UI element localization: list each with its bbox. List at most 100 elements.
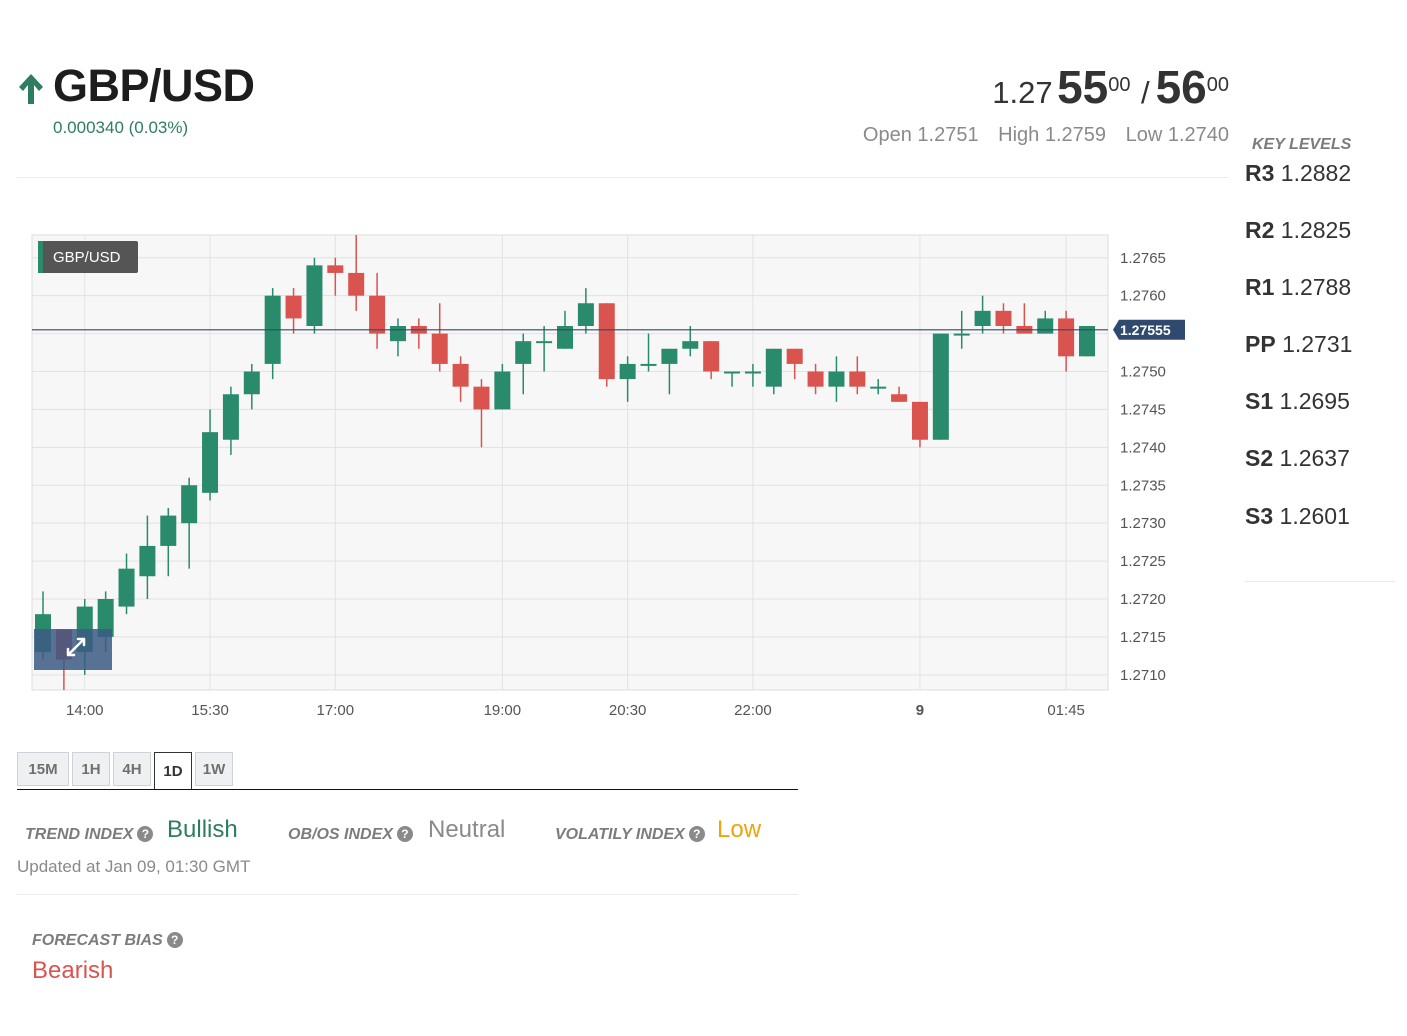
candle-body	[473, 386, 490, 410]
question-circle-icon[interactable]: ?	[688, 826, 705, 842]
candle-body	[452, 363, 469, 387]
candle	[598, 303, 615, 387]
candle-body	[661, 348, 678, 364]
key-level-value: 1.2882	[1274, 160, 1352, 186]
y-tick-label: 1.2745	[1120, 401, 1166, 418]
candle-body	[870, 386, 887, 389]
obos-index-value: Neutral	[428, 816, 506, 843]
current-price-label: 1.27555	[1120, 322, 1171, 338]
candle	[619, 356, 636, 402]
candle	[473, 379, 490, 448]
y-tick-label: 1.2715	[1120, 629, 1166, 646]
candle-body	[682, 341, 699, 349]
question-circle-icon[interactable]: ?	[137, 826, 154, 842]
y-tick-label: 1.2760	[1120, 288, 1166, 305]
candle-body	[765, 348, 782, 387]
tab-15m[interactable]: 15M	[17, 752, 69, 786]
ask-pips: 56	[1155, 61, 1207, 113]
trend-index-value: Bullish	[167, 816, 238, 843]
candle-body	[577, 303, 594, 326]
x-tick-label: 9	[916, 702, 924, 719]
candle-body	[974, 310, 991, 326]
ask-fraction: 00	[1206, 73, 1229, 96]
candle	[974, 295, 991, 334]
candle	[243, 363, 260, 410]
candle-body	[515, 341, 532, 364]
candle-body	[557, 326, 573, 349]
x-tick-label: 15:30	[191, 702, 229, 719]
candle-body	[327, 265, 344, 273]
plot-area	[31, 234, 1109, 691]
tab-1w[interactable]: 1W	[195, 752, 233, 786]
price-separator: /	[1140, 75, 1150, 110]
key-level-s1: S1 1.2695	[1245, 388, 1350, 415]
timeframe-tabs: 15M 1H 4H 1D 1W	[17, 752, 236, 790]
candle	[285, 288, 302, 334]
key-levels-title: KEY LEVELS	[1252, 136, 1352, 153]
x-tick-label: 01:45	[1047, 702, 1085, 719]
candlestick-chart[interactable]: 1.27651.27601.27551.27501.27451.27401.27…	[0, 225, 1200, 725]
key-level-label: R1	[1245, 274, 1275, 300]
candle-body	[1037, 318, 1054, 334]
candle-body	[285, 295, 302, 319]
candle	[306, 257, 323, 334]
key-level-label: R2	[1245, 217, 1275, 243]
candle-body	[369, 295, 386, 334]
question-circle-icon[interactable]: ?	[396, 826, 413, 842]
candle	[202, 409, 219, 501]
trend-index-label: TREND INDEX?	[25, 826, 154, 844]
candle-body	[1079, 326, 1095, 357]
candle	[703, 341, 720, 380]
key-level-value: 1.2731	[1275, 331, 1353, 357]
ohl-summary: Open 1.2751 High 1.2759 Low 1.2740	[849, 124, 1229, 147]
volatility-index-label: VOLATILY INDEX?	[555, 826, 705, 844]
legend-swatch	[38, 241, 43, 273]
bid-pips: 55	[1057, 61, 1109, 113]
timeframe-underline	[17, 789, 798, 790]
candle-body	[640, 363, 657, 366]
candle-body	[807, 371, 824, 387]
key-level-pp: PP 1.2731	[1245, 331, 1352, 358]
candle	[160, 508, 177, 577]
tab-1h[interactable]: 1H	[72, 752, 110, 786]
tab-4h[interactable]: 4H	[113, 752, 151, 786]
legend-label: GBP/USD	[53, 249, 121, 266]
candle-body	[97, 599, 114, 637]
key-levels-divider	[1245, 581, 1395, 582]
x-tick-label: 19:00	[484, 702, 522, 719]
candle-body	[598, 303, 615, 380]
expand-arrows-icon[interactable]	[34, 629, 112, 670]
question-circle-icon[interactable]: ?	[166, 932, 183, 948]
candle-body	[222, 394, 239, 440]
candle	[348, 235, 365, 311]
candle	[431, 303, 448, 372]
candle-body	[911, 401, 928, 440]
candle-body	[1058, 318, 1075, 357]
y-tick-label: 1.2725	[1120, 553, 1166, 570]
obos-index-label: OB/OS INDEX?	[288, 826, 413, 844]
header-divider	[17, 177, 1229, 178]
candle	[744, 363, 761, 387]
y-tick-label: 1.2765	[1120, 250, 1166, 267]
key-level-value: 1.2637	[1273, 445, 1350, 471]
y-tick-label: 1.2740	[1120, 439, 1166, 456]
forecast-bias-value: Bearish	[32, 957, 114, 984]
candle	[1079, 326, 1095, 357]
candle-body	[828, 371, 845, 387]
candle-body	[932, 333, 949, 440]
y-tick-label: 1.2735	[1120, 477, 1166, 494]
candle-body	[118, 568, 135, 607]
x-tick-label: 17:00	[317, 702, 355, 719]
tab-1d[interactable]: 1D	[154, 752, 192, 790]
candle-body	[849, 371, 866, 387]
candle-body	[619, 363, 636, 380]
price-change: 0.000340 (0.03%)	[53, 118, 189, 137]
key-level-r1: R1 1.2788	[1245, 274, 1351, 301]
low-value: Low 1.2740	[1125, 124, 1229, 146]
candle-body	[953, 333, 970, 336]
candle	[995, 303, 1012, 334]
candle	[222, 386, 239, 455]
x-tick-label: 22:00	[734, 702, 772, 719]
candle	[828, 356, 845, 402]
key-level-s2: S2 1.2637	[1245, 445, 1350, 472]
